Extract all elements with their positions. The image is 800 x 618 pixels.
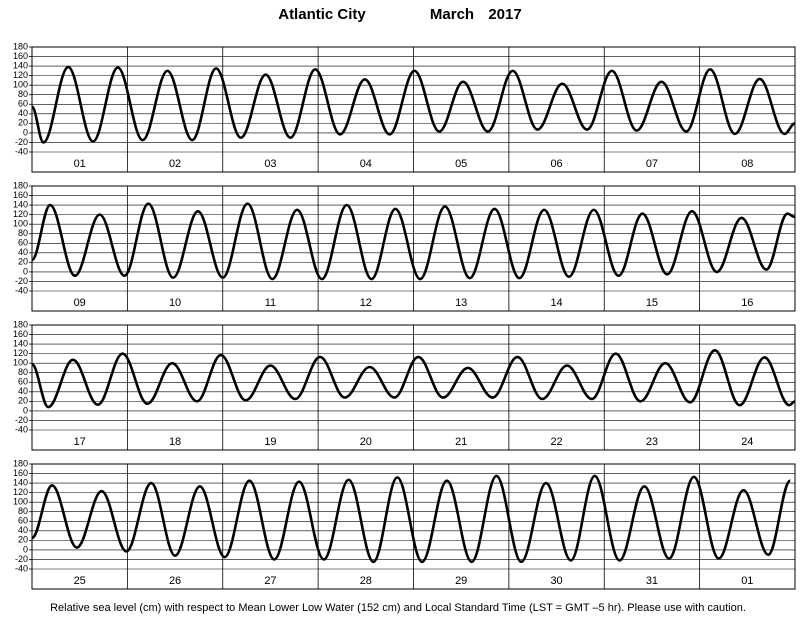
plot-frame xyxy=(31,185,796,312)
day-label: 19 xyxy=(264,436,276,448)
day-label: 05 xyxy=(455,158,467,170)
day-label: 06 xyxy=(550,158,562,170)
y-tick-label: 100 xyxy=(13,358,28,368)
day-label: 22 xyxy=(550,436,562,448)
y-tick-label: 80 xyxy=(18,367,28,377)
day-label: 29 xyxy=(455,575,467,587)
y-tick-label: 20 xyxy=(18,535,28,545)
y-tick-label: 80 xyxy=(18,228,28,238)
y-tick-label: 120 xyxy=(13,70,28,80)
y-tick-label: 60 xyxy=(18,99,28,109)
y-tick-label: 80 xyxy=(18,89,28,99)
tide-line xyxy=(30,348,796,409)
tide-line xyxy=(30,474,792,564)
y-tick-label: 120 xyxy=(13,209,28,219)
day-label: 07 xyxy=(646,158,658,170)
y-tick-label: 180 xyxy=(13,319,28,329)
day-label: 10 xyxy=(169,297,181,309)
y-tick-label: -20 xyxy=(15,415,28,425)
y-tick-label: 20 xyxy=(18,118,28,128)
y-tick-label: 20 xyxy=(18,396,28,406)
y-tick-label: 80 xyxy=(18,506,28,516)
y-tick-label: -20 xyxy=(15,137,28,147)
y-tick-label: 160 xyxy=(13,51,28,61)
y-tick-label: 140 xyxy=(13,477,28,487)
y-tick-label: 0 xyxy=(23,544,28,554)
day-label: 03 xyxy=(264,158,276,170)
day-label: 24 xyxy=(741,436,753,448)
y-tick-label: -40 xyxy=(15,146,28,156)
y-tick-label: 180 xyxy=(13,458,28,468)
tide-line xyxy=(30,65,796,144)
y-tick-label: 180 xyxy=(13,180,28,190)
day-label: 09 xyxy=(74,297,86,309)
day-label: 01 xyxy=(741,575,753,587)
y-tick-label: -40 xyxy=(15,563,28,573)
y-tick-label: -20 xyxy=(15,554,28,564)
day-label: 28 xyxy=(360,575,372,587)
y-tick-label: 60 xyxy=(18,516,28,526)
y-tick-label: 180 xyxy=(13,41,28,51)
y-tick-label: -40 xyxy=(15,285,28,295)
day-label: 12 xyxy=(360,297,372,309)
day-label: 31 xyxy=(646,575,658,587)
y-tick-label: 40 xyxy=(18,386,28,396)
month-title: March xyxy=(430,6,474,23)
day-label: 30 xyxy=(550,575,562,587)
y-tick-label: 0 xyxy=(23,127,28,137)
y-tick-label: 120 xyxy=(13,487,28,497)
day-label: 26 xyxy=(169,575,181,587)
y-tick-label: 100 xyxy=(13,80,28,90)
day-label: 01 xyxy=(74,158,86,170)
y-tick-label: 40 xyxy=(18,108,28,118)
location-title: Atlantic City xyxy=(278,6,366,23)
day-label: 02 xyxy=(169,158,181,170)
day-label: 13 xyxy=(455,297,467,309)
y-tick-label: 160 xyxy=(13,468,28,478)
day-label: 08 xyxy=(741,158,753,170)
y-tick-label: 140 xyxy=(13,60,28,70)
y-tick-label: 140 xyxy=(13,338,28,348)
day-label: 16 xyxy=(741,297,753,309)
y-tick-label: 0 xyxy=(23,266,28,276)
y-tick-label: -40 xyxy=(15,424,28,434)
footnote: Relative sea level (cm) with respect to … xyxy=(50,602,746,614)
y-tick-label: 20 xyxy=(18,257,28,267)
plot-frame xyxy=(31,324,796,451)
y-tick-label: 40 xyxy=(18,247,28,257)
plot-frame xyxy=(31,463,796,590)
y-tick-label: 100 xyxy=(13,219,28,229)
day-label: 18 xyxy=(169,436,181,448)
day-label: 17 xyxy=(74,436,86,448)
plot-frame xyxy=(31,46,796,173)
y-tick-label: 160 xyxy=(13,329,28,339)
y-tick-label: 40 xyxy=(18,525,28,535)
day-label: 21 xyxy=(455,436,467,448)
day-label: 25 xyxy=(74,575,86,587)
y-tick-label: 160 xyxy=(13,190,28,200)
y-tick-label: 140 xyxy=(13,199,28,209)
day-label: 11 xyxy=(265,297,276,309)
tide-line xyxy=(30,202,796,281)
y-tick-label: 100 xyxy=(13,497,28,507)
y-tick-label: 60 xyxy=(18,377,28,387)
day-label: 15 xyxy=(646,297,658,309)
y-tick-label: 60 xyxy=(18,238,28,248)
day-label: 23 xyxy=(646,436,658,448)
day-label: 20 xyxy=(360,436,372,448)
day-label: 04 xyxy=(360,158,372,170)
y-tick-label: 0 xyxy=(23,405,28,415)
y-tick-label: 120 xyxy=(13,348,28,358)
y-tick-label: -20 xyxy=(15,276,28,286)
day-label: 27 xyxy=(264,575,276,587)
day-label: 14 xyxy=(550,297,562,309)
year-title: 2017 xyxy=(488,6,521,23)
